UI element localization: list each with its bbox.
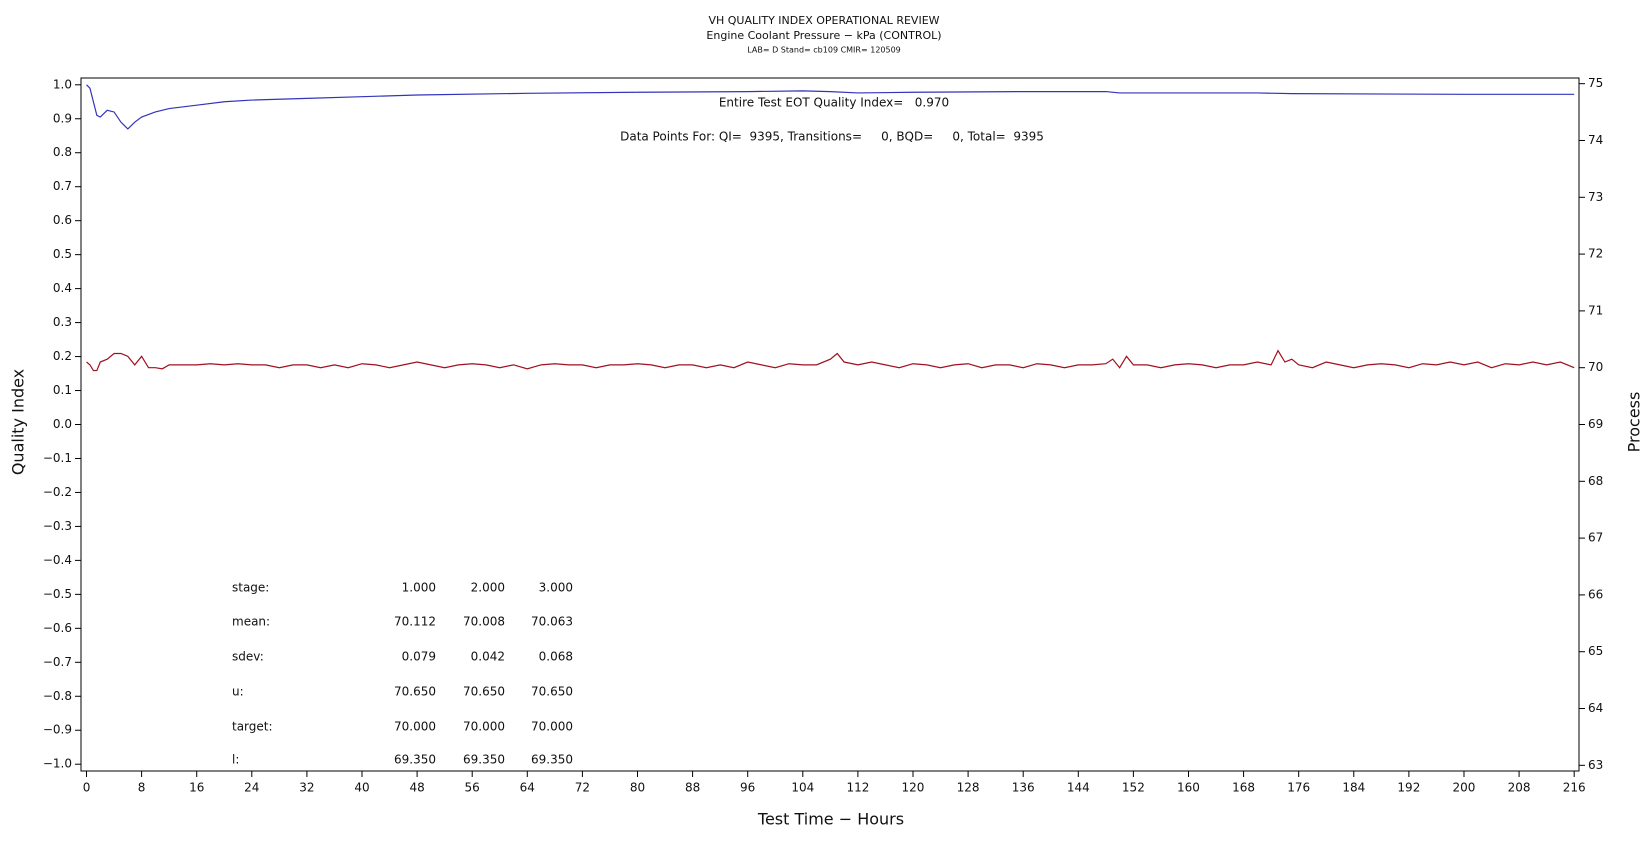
- chart-title: VH QUALITY INDEX OPERATIONAL REVIEW: [708, 14, 939, 27]
- y-tick-label: 0.3: [53, 315, 72, 329]
- y2-tick-label: 75: [1588, 76, 1603, 90]
- stat-value: 0.068: [539, 650, 573, 664]
- y2-tick-label: 74: [1588, 133, 1603, 147]
- y2-tick-label: 63: [1588, 758, 1603, 772]
- x-tick-label: 160: [1177, 781, 1200, 795]
- y2-tick-label: 68: [1588, 474, 1603, 488]
- x-tick-label: 48: [409, 781, 424, 795]
- x-tick-label: 24: [244, 781, 259, 795]
- x-tick-label: 120: [902, 781, 925, 795]
- x-tick-label: 40: [354, 781, 369, 795]
- x-tick-label: 128: [957, 781, 980, 795]
- x-tick-label: 216: [1563, 781, 1586, 795]
- y-axis-label: Quality Index: [9, 369, 28, 475]
- stat-label: l:: [232, 753, 239, 767]
- stat-value: 70.000: [531, 720, 573, 734]
- y-tick-label: −1.0: [43, 757, 72, 771]
- stat-value: 70.000: [463, 720, 505, 734]
- y-tick-label: 0.7: [53, 179, 72, 193]
- x-tick-label: 192: [1397, 781, 1420, 795]
- x-tick-label: 72: [575, 781, 590, 795]
- y2-tick-label: 64: [1588, 701, 1603, 715]
- y-tick-label: −0.1: [43, 451, 72, 465]
- y-tick-label: −0.8: [43, 689, 72, 703]
- y-tick-label: 0.2: [53, 349, 72, 363]
- annotation: Entire Test EOT Quality Index= 0.970: [719, 96, 949, 110]
- stat-value: 70.112: [394, 615, 436, 629]
- x-axis-label: Test Time − Hours: [757, 810, 904, 829]
- y-tick-label: 1.0: [53, 77, 72, 91]
- x-tick-label: 136: [1012, 781, 1035, 795]
- y-tick-label: 0.8: [53, 145, 72, 159]
- y2-tick-label: 66: [1588, 587, 1603, 601]
- x-tick-label: 16: [189, 781, 204, 795]
- y-tick-label: −0.5: [43, 587, 72, 601]
- x-tick-label: 104: [791, 781, 814, 795]
- x-tick-label: 176: [1287, 781, 1310, 795]
- y2-tick-label: 71: [1588, 303, 1603, 317]
- stat-value: 1.000: [402, 581, 436, 595]
- plot-frame: [80, 77, 1580, 772]
- stat-value: 69.350: [531, 753, 573, 767]
- stat-label: mean:: [232, 615, 270, 629]
- y-tick-label: 0.6: [53, 213, 72, 227]
- x-tick-label: 144: [1067, 781, 1090, 795]
- stat-value: 0.042: [471, 650, 505, 664]
- chart-subtitle: LAB= D Stand= cb109 CMIR= 120509: [747, 46, 901, 55]
- x-tick-label: 184: [1342, 781, 1365, 795]
- stat-value: 70.063: [531, 615, 573, 629]
- stat-value: 69.350: [463, 753, 505, 767]
- y2-tick-label: 72: [1588, 247, 1603, 261]
- data-line: [86, 84, 1575, 130]
- y-tick-label: −0.4: [43, 553, 72, 567]
- y-tick-label: −0.2: [43, 485, 72, 499]
- x-tick-label: 56: [465, 781, 480, 795]
- y-tick-label: 0.1: [53, 383, 72, 397]
- y2-tick-label: 70: [1588, 360, 1603, 374]
- stat-label: sdev:: [232, 650, 264, 664]
- y-tick-label: −0.3: [43, 519, 72, 533]
- y-tick-label: −0.6: [43, 621, 72, 635]
- x-tick-label: 88: [685, 781, 700, 795]
- stat-label: u:: [232, 685, 244, 699]
- stat-value: 69.350: [394, 753, 436, 767]
- data-line: [86, 349, 1575, 372]
- x-tick-label: 152: [1122, 781, 1145, 795]
- y-tick-label: −0.7: [43, 655, 72, 669]
- y2-tick-label: 73: [1588, 190, 1603, 204]
- x-tick-label: 200: [1453, 781, 1476, 795]
- x-tick-label: 96: [740, 781, 755, 795]
- stat-value: 70.650: [463, 685, 505, 699]
- x-tick-label: 8: [138, 781, 146, 795]
- x-tick-label: 32: [299, 781, 314, 795]
- stat-value: 0.079: [402, 650, 436, 664]
- stat-value: 3.000: [539, 581, 573, 595]
- stat-value: 70.000: [394, 720, 436, 734]
- stat-value: 2.000: [471, 581, 505, 595]
- y2-tick-label: 69: [1588, 417, 1603, 431]
- x-tick-label: 168: [1232, 781, 1255, 795]
- y-tick-label: 0.9: [53, 111, 72, 125]
- x-tick-label: 0: [83, 781, 91, 795]
- y-tick-label: −0.9: [43, 723, 72, 737]
- x-tick-label: 208: [1508, 781, 1531, 795]
- stat-label: target:: [232, 720, 273, 734]
- x-tick-label: 64: [520, 781, 535, 795]
- y2-tick-label: 65: [1588, 644, 1603, 658]
- y-tick-label: 0.0: [53, 417, 72, 431]
- x-tick-label: 112: [846, 781, 869, 795]
- stat-label: stage:: [232, 581, 269, 595]
- chart-subtitle: Engine Coolant Pressure − kPa (CONTROL): [706, 29, 941, 42]
- y-tick-label: 0.5: [53, 247, 72, 261]
- y-tick-label: 0.4: [53, 281, 72, 295]
- x-tick-label: 80: [630, 781, 645, 795]
- stat-value: 70.008: [463, 615, 505, 629]
- annotation: Data Points For: QI= 9395, Transitions= …: [620, 130, 1044, 144]
- stat-value: 70.650: [531, 685, 573, 699]
- y2-tick-label: 67: [1588, 531, 1603, 545]
- stat-value: 70.650: [394, 685, 436, 699]
- y2-axis-label: Process: [1625, 392, 1644, 453]
